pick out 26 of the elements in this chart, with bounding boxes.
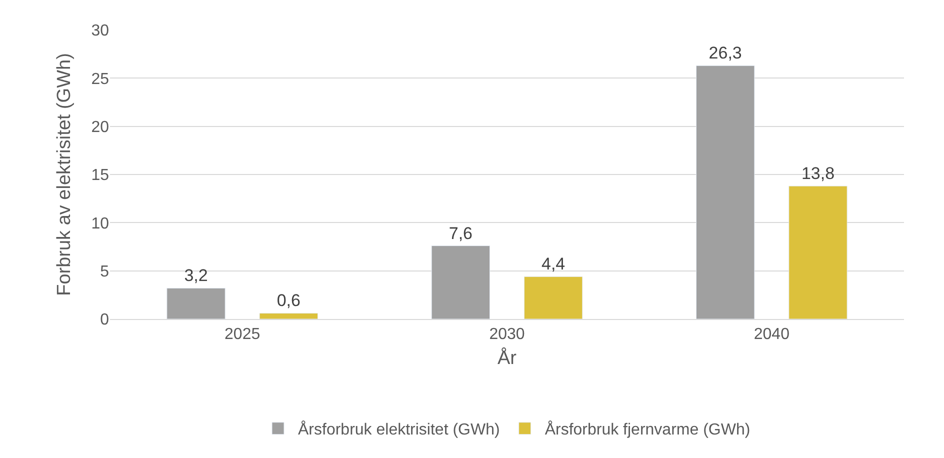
bar (696, 65, 755, 319)
data-label: 13,8 (801, 164, 835, 184)
data-label: 7,6 (448, 224, 473, 243)
data-label: 26,3 (708, 44, 742, 63)
bar (788, 186, 848, 319)
bar (431, 246, 490, 319)
y-axis-title: Forbruk av elektrisitet (GWh) (54, 53, 76, 296)
legend-label: Årsforbruk fjernvarme (GWh) (544, 420, 750, 439)
y-tick-label: 20 (91, 118, 110, 136)
bar (166, 288, 226, 319)
x-tick-label: 2040 (754, 326, 790, 344)
y-tick-label: 30 (91, 22, 110, 40)
data-label: 0,6 (276, 291, 300, 310)
y-tick-label: 0 (100, 312, 110, 329)
data-label: 4,4 (541, 254, 566, 274)
x-tick-label: 2030 (489, 326, 525, 344)
y-tick-label: 10 (91, 215, 110, 232)
y-tick-label: 5 (100, 263, 110, 280)
x-axis-title: År (498, 347, 518, 369)
bar (524, 276, 583, 319)
y-tick-label: 25 (91, 70, 110, 88)
y-tick-label: 15 (91, 167, 110, 184)
bar (259, 312, 318, 319)
legend-label: Årsforbruk elektrisitet (GWh) (298, 420, 500, 439)
x-tick-label: 2025 (224, 326, 260, 344)
data-label: 3,2 (184, 266, 208, 286)
